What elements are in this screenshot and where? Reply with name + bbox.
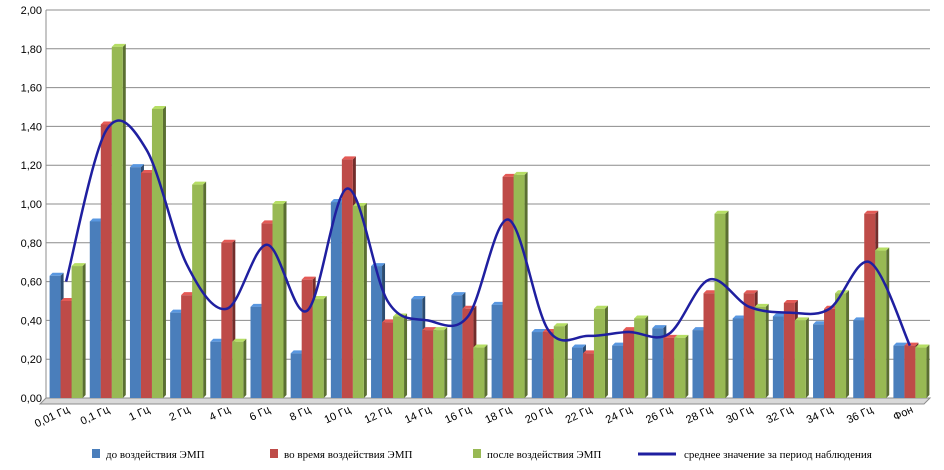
y-tick-label: 1,80 (21, 44, 42, 56)
x-tick-label: 14 Гц (403, 404, 434, 427)
average-line (64, 119, 912, 347)
x-tick-label: 36 Гц (845, 404, 876, 427)
bar (272, 201, 287, 398)
bar (593, 305, 608, 398)
y-tick-label: 0,20 (21, 354, 42, 366)
x-tick-label: 22 Гц (564, 404, 595, 427)
x-tick-label: 0,1 Гц (79, 404, 112, 428)
bar (754, 303, 769, 398)
legend-item: до воздействия ЭМП (92, 449, 205, 461)
legend-swatch (270, 449, 278, 458)
y-tick-label: 1,00 (21, 199, 42, 211)
legend-label: во время воздействия ЭМП (284, 449, 412, 461)
bar (111, 43, 126, 399)
y-tick-label: 1,20 (21, 160, 42, 172)
x-tick-label: 8 Гц (288, 404, 313, 424)
legend-swatch (473, 449, 481, 458)
bar (393, 313, 408, 398)
legend-swatch (92, 449, 100, 458)
bars (49, 43, 930, 399)
x-tick-label: 2 Гц (167, 404, 192, 424)
bar (553, 323, 568, 398)
y-tick-label: 0,80 (21, 238, 42, 250)
x-tick-label: 12 Гц (363, 404, 394, 427)
bar (513, 171, 528, 398)
x-tick-label: 32 Гц (765, 404, 796, 427)
bar (352, 202, 367, 398)
y-tick-label: 2,00 (21, 5, 42, 17)
x-tick-label: 0,01 Гц (33, 404, 72, 431)
y-tick-label: 0,00 (21, 393, 42, 405)
average-line-layer (64, 119, 912, 347)
x-tick-label: 24 Гц (604, 404, 635, 427)
x-tick-label: 26 Гц (644, 404, 675, 427)
legend-label: после воздействия ЭМП (487, 449, 601, 461)
bar (674, 334, 689, 398)
bar (312, 296, 327, 398)
x-tick-label: 30 Гц (724, 404, 755, 427)
bar (714, 210, 729, 398)
bar (151, 105, 166, 398)
x-tick-label: 4 Гц (208, 404, 233, 424)
x-tick-label: 6 Гц (248, 404, 273, 424)
x-tick-label: 10 Гц (323, 404, 354, 427)
bar (634, 315, 649, 398)
y-tick-label: 0,60 (21, 277, 42, 289)
bar (473, 344, 488, 398)
bar (71, 263, 86, 398)
legend-item: после воздействия ЭМП (473, 449, 601, 461)
x-tick-label: 28 Гц (684, 404, 715, 427)
x-axis: 0,01 Гц 0,1 Гц 1 Гц 2 Гц 4 Гц 6 Гц 8 Гц 10 Гц 12… (33, 404, 915, 431)
x-tick-label: Фон (891, 404, 915, 424)
bar (192, 181, 207, 398)
chart-floor (38, 397, 932, 405)
y-tick-label: 0,40 (21, 315, 42, 327)
x-tick-label: 20 Гц (523, 404, 554, 427)
y-tick-label: 1,60 (21, 83, 42, 95)
bar (433, 327, 448, 398)
x-tick-label: 1 Гц (127, 404, 152, 424)
x-tick-label: 18 Гц (483, 404, 514, 427)
bar (875, 247, 890, 398)
bar (835, 290, 850, 398)
bar (232, 338, 247, 398)
x-tick-label: 16 Гц (443, 404, 474, 427)
bar (794, 317, 809, 398)
legend: до воздействия ЭМП во время воздействия Э… (92, 449, 872, 461)
legend-label: среднее значение за период наблюдения (684, 449, 872, 461)
legend-item: во время воздействия ЭМП (270, 449, 412, 461)
legend-label: до воздействия ЭМП (106, 449, 205, 461)
legend-item: среднее значение за период наблюдения (638, 449, 872, 461)
y-axis: 0,00 0,20 0,40 0,60 0,80 1,00 1,20 1,40 1,60 1,80… (21, 5, 42, 405)
y-tick-label: 1,40 (21, 121, 42, 133)
bar (915, 344, 930, 398)
x-tick-label: 34 Гц (805, 404, 836, 427)
